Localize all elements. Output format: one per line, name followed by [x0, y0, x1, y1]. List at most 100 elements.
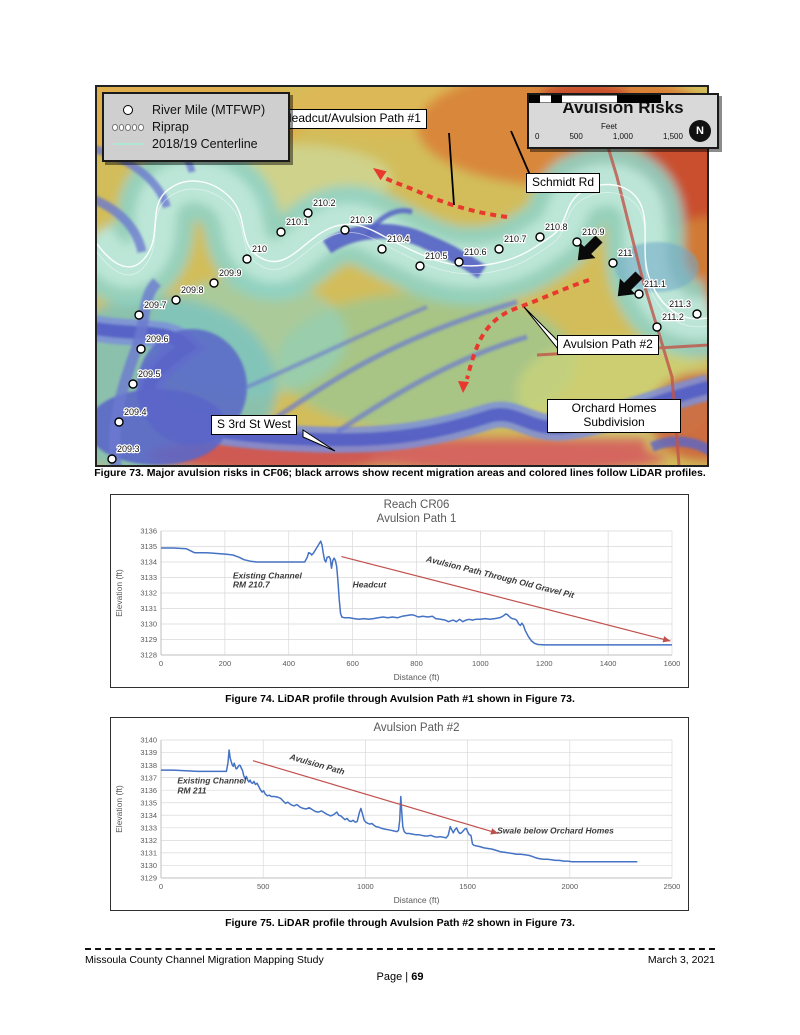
x-tick-label: 1000 [357, 882, 374, 891]
y-tick-label: 3137 [140, 773, 157, 782]
figure-74-caption: Figure 74. LiDAR profile through Avulsio… [225, 693, 575, 705]
chart-annotation: RM 211 [177, 785, 206, 795]
chart-annotation: Avulsion Path [288, 751, 346, 777]
y-tick-label: 3135 [140, 542, 157, 551]
chart-annotation: Avulsion Path Through Old Gravel Pit [424, 553, 576, 600]
chart-annotation: Existing Channel [233, 570, 303, 580]
page-number: Page | 69 [0, 971, 800, 983]
river-mile-marker: 210.5 [415, 250, 449, 271]
river-mile-marker: 210.2 [303, 197, 337, 218]
river-mile-label: 211.3 [669, 299, 691, 309]
x-tick-label: 800 [410, 659, 423, 668]
avulsion-risk-map: 209.3 209.4 209.5 209.6 209.7 209.8 209.9 210 21… [95, 85, 719, 467]
callout-headcut-avulsion-path-1: Headcut/Avulsion Path #1 [277, 109, 427, 129]
figure-75-chart: 3129 3130 3131 3132 3133 3134 3135 3136 3137 3138… [110, 717, 689, 911]
legend-item-riprap: Riprap [112, 120, 280, 134]
svg-text:Reach CR06: Reach CR06 [384, 499, 450, 511]
migration-arrow-2 [617, 271, 643, 297]
footer-row: Missoula County Channel Migration Mappin… [85, 954, 715, 966]
y-tick-label: 3134 [140, 811, 157, 820]
river-mile-label: 211.2 [662, 312, 684, 322]
chart-annotation: Headcut [353, 580, 388, 590]
y-tick-label: 3133 [140, 573, 157, 582]
annotation-arrow [252, 760, 499, 835]
river-mile-label: 210.7 [504, 234, 527, 244]
river-mile-label: 210.6 [464, 247, 487, 257]
river-mile-label: 210 [252, 244, 267, 254]
y-tick-label: 3129 [140, 635, 157, 644]
y-tick-label: 3129 [140, 874, 157, 883]
x-tick-label: 600 [346, 659, 359, 668]
legend-item-centerline: 2018/19 Centerline [112, 137, 280, 151]
x-tick-label: 0 [159, 882, 163, 891]
river-mile-marker: 210.9 [572, 226, 606, 247]
y-tick-label: 3138 [140, 761, 157, 770]
chart-annotation: RM 210.7 [233, 580, 271, 590]
legend-item-river-mile: River Mile (MTFWP) [112, 103, 280, 117]
river-mile-label: 209.9 [219, 268, 242, 278]
riprap-icon [112, 123, 144, 131]
y-axis-label: Elevation (ft) [114, 785, 124, 833]
lidar-profile-chart-2: 3129 3130 3131 3132 3133 3134 3135 3136 3137 3138… [114, 722, 681, 905]
page-number-value: 69 [411, 971, 424, 983]
map-legend: River Mile (MTFWP) Riprap 2018/19 Center… [102, 92, 290, 162]
river-mile-label: 210.4 [387, 234, 410, 244]
river-mile-label: 209.3 [117, 444, 140, 454]
river-mile-marker: 210.3 [340, 214, 374, 235]
river-mile-marker: 209.4 [114, 406, 148, 427]
x-tick-label: 200 [219, 659, 232, 668]
river-mile-marker: 210 [242, 243, 268, 264]
river-mile-label: 209.4 [124, 407, 147, 417]
river-mile-marker: 211.2 [652, 311, 685, 332]
river-mile-markers: 209.3 209.4 209.5 209.6 209.7 209.8 209.9 210 21… [107, 197, 702, 464]
river-mile-label: 210.1 [286, 217, 309, 227]
svg-text:Avulsion Path #2: Avulsion Path #2 [373, 722, 459, 734]
scale-bar: Feet 0 500 1,000 1,500 [529, 95, 683, 141]
x-tick-label: 400 [282, 659, 295, 668]
x-tick-label: 2500 [664, 882, 681, 891]
river-mile-label: 210.3 [350, 215, 373, 225]
y-tick-label: 3132 [140, 836, 157, 845]
river-mile-marker-icon [112, 105, 144, 115]
footer-date: March 3, 2021 [647, 954, 715, 966]
river-mile-marker: 209.7 [134, 299, 168, 320]
x-tick-label: 2000 [561, 882, 578, 891]
centerline-icon [112, 143, 144, 145]
river-mile-marker: 209.5 [128, 368, 162, 389]
x-axis-label: Distance (ft) [394, 672, 440, 682]
river-mile-label: 210.9 [582, 227, 605, 237]
elevation-profile-line [161, 749, 638, 863]
y-tick-label: 3136 [140, 527, 157, 536]
y-tick-label: 3128 [140, 651, 157, 660]
river-mile-label: 210.8 [545, 222, 568, 232]
scale-bar-graphic [529, 95, 661, 103]
river-mile-label: 211 [618, 248, 632, 258]
avulsion-path-1-dashed [373, 168, 508, 219]
x-tick-label: 0 [159, 659, 163, 668]
river-mile-label: 209.5 [138, 369, 161, 379]
y-tick-label: 3131 [140, 604, 157, 613]
callout-orchard-homes: Orchard Homes Subdivision [547, 399, 681, 433]
river-mile-marker: 210.6 [454, 246, 488, 267]
scale-tick: 1,500 [662, 131, 683, 141]
y-tick-label: 3132 [140, 589, 157, 598]
scale-tick: 0 [535, 131, 540, 141]
callout-orchard-homes-line2: Subdivision [583, 414, 645, 429]
channel-bank-line [97, 188, 707, 328]
river-mile-label: 209.7 [144, 300, 167, 310]
y-tick-label: 3130 [140, 861, 157, 870]
chart-title: Avulsion Path #2 [373, 722, 459, 734]
chart-title: Reach CR06 Avulsion Path 1 [377, 499, 457, 525]
river-mile-label: 210.2 [313, 198, 336, 208]
x-axis-label: Distance (ft) [394, 895, 440, 905]
x-tick-label: 1200 [536, 659, 553, 668]
river-mile-marker: 210.4 [377, 233, 411, 254]
migration-arrow-1 [577, 235, 603, 261]
y-tick-label: 3134 [140, 558, 157, 567]
elevation-profile-line [161, 540, 672, 646]
river-mile-marker: 210.8 [535, 221, 569, 242]
x-tick-label: 500 [257, 882, 270, 891]
chart-annotation: Existing Channel [177, 775, 247, 785]
svg-text:Avulsion Path 1: Avulsion Path 1 [377, 513, 457, 525]
